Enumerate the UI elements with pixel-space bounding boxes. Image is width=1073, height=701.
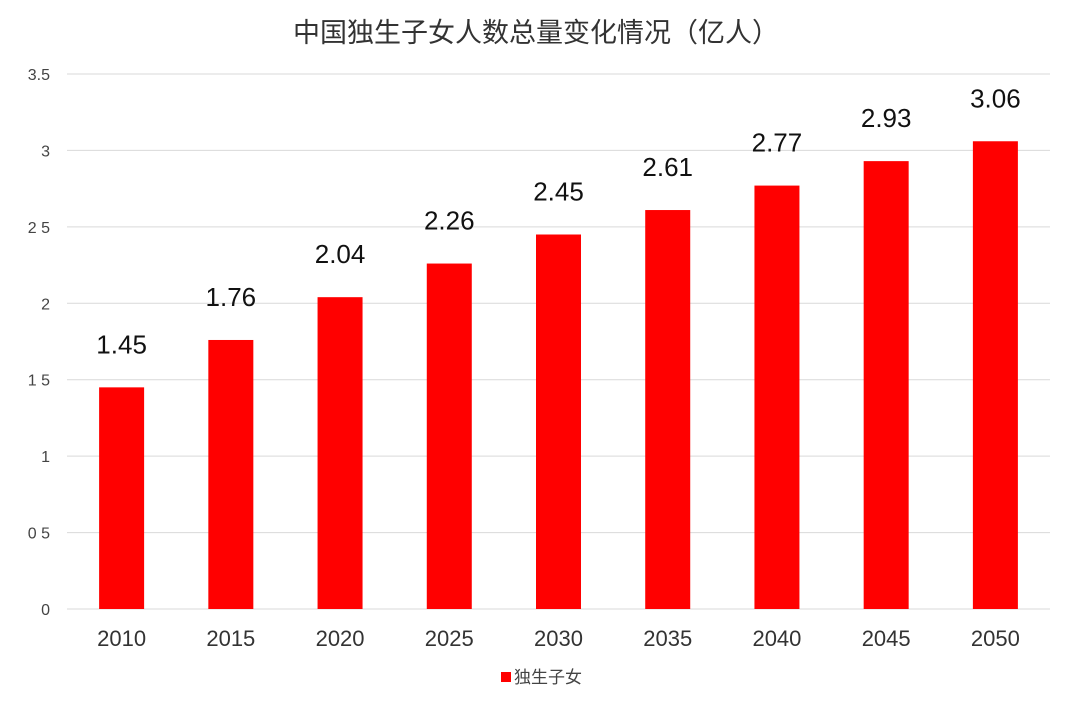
bar [536, 234, 581, 609]
legend: 独生子女 [501, 668, 582, 688]
chart-title: 中国独生子女人数总量变化情况（亿人） [293, 18, 779, 49]
data-label: 2.61 [642, 152, 693, 182]
y-tick-label: 3 [41, 143, 50, 160]
y-tick-label: 0 [41, 602, 50, 619]
bar [99, 387, 145, 609]
data-label: 2.93 [861, 103, 912, 133]
x-tick-label: 2025 [425, 626, 474, 651]
data-label: 2.26 [424, 206, 475, 236]
bar [972, 141, 1018, 609]
y-tick-label: 0 5 [28, 526, 50, 543]
x-tick-label: 2045 [862, 626, 911, 651]
x-tick-label: 2020 [316, 626, 365, 651]
bar [426, 263, 472, 609]
data-label: 1.76 [206, 282, 257, 312]
bar [208, 339, 254, 609]
x-axis-ticks: 2010 2015 2020 2025 2030 2035 2040 2045 2050 [97, 626, 1020, 651]
x-tick-label: 2015 [206, 626, 255, 651]
data-labels: 1.45 1.76 2.04 2.26 2.45 2.61 2.77 2.93 3.06 [96, 83, 1020, 359]
y-tick-label: 3.5 [28, 67, 50, 84]
y-tick-label: 2 [41, 296, 50, 313]
data-label: 3.06 [970, 83, 1021, 113]
bars [99, 141, 1018, 610]
data-label: 2.04 [315, 239, 366, 269]
bar [754, 185, 800, 610]
y-tick-label: 1 5 [28, 373, 50, 390]
y-axis-ticks: 0 0 5 1 1 5 2 2 5 3 3.5 [28, 67, 50, 619]
x-tick-label: 2035 [643, 626, 692, 651]
y-tick-label: 1 [41, 449, 50, 466]
x-tick-label: 2010 [97, 626, 146, 651]
bar [645, 210, 691, 610]
data-label: 2.77 [752, 128, 803, 158]
x-tick-label: 2040 [752, 626, 801, 651]
x-tick-label: 2050 [971, 626, 1020, 651]
y-tick-label: 2 5 [28, 220, 50, 237]
data-label: 2.45 [533, 177, 584, 207]
bar [863, 161, 909, 609]
x-tick-label: 2030 [534, 626, 583, 651]
legend-swatch [501, 672, 511, 682]
legend-label: 独生子女 [514, 668, 582, 688]
data-label: 1.45 [96, 329, 147, 359]
bar [317, 297, 363, 609]
